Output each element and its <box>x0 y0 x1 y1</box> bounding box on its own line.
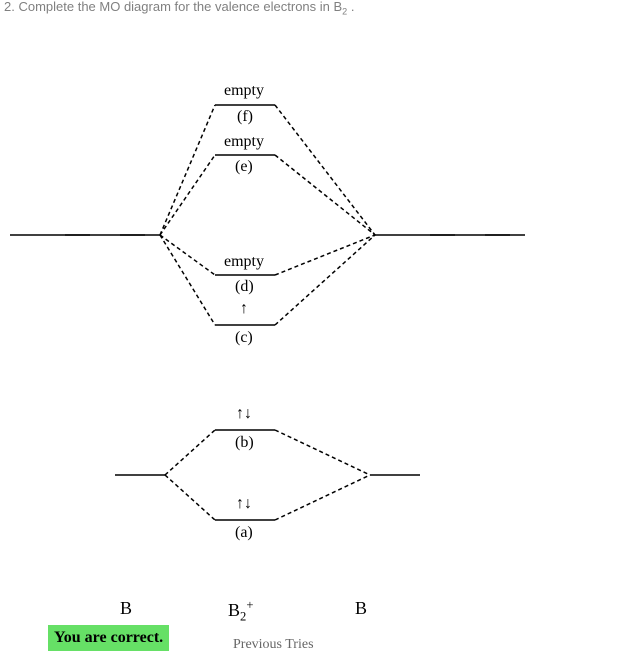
atom-left: B <box>120 598 132 619</box>
atom-center: B2+ <box>228 598 253 625</box>
level-d-above: empty <box>224 253 264 271</box>
level-c-above: ↑ <box>240 300 248 318</box>
level-c-letter: (c) <box>235 329 253 347</box>
level-b-letter: (b) <box>235 434 254 452</box>
level-a-above: ↑↓ <box>236 495 252 513</box>
level-f-letter: (f) <box>237 108 253 126</box>
feedback-bar: You are correct. <box>48 625 169 651</box>
previous-tries-label[interactable]: Previous Tries <box>233 637 314 653</box>
atom-right: B <box>355 598 367 619</box>
level-e-letter: (e) <box>235 158 253 176</box>
level-d-letter: (d) <box>235 278 254 296</box>
level-f-above: empty <box>224 82 264 100</box>
atom-center-base: B <box>228 600 240 620</box>
level-b-above: ↑↓ <box>236 405 252 423</box>
mo-diagram-svg <box>0 0 635 652</box>
atom-center-sup: + <box>246 598 253 612</box>
level-e-above: empty <box>224 133 264 151</box>
level-a-letter: (a) <box>235 524 253 542</box>
